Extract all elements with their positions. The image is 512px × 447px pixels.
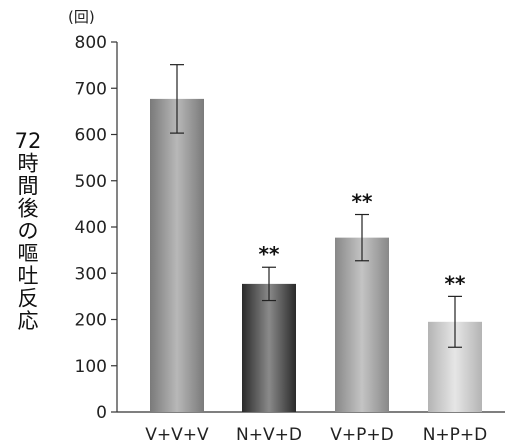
y-tick-label: 200 — [75, 311, 107, 331]
y-unit-label: (回) — [68, 8, 95, 26]
bar — [335, 237, 389, 412]
y-axis-label-char: 間 — [18, 174, 39, 198]
y-axis: 0 100 200 300 400 500 600 700 800 — [75, 33, 505, 423]
y-axis-label-char: の — [18, 219, 39, 243]
y-axis-label-char: 72 — [15, 129, 42, 153]
significance-marker: ** — [259, 242, 280, 266]
y-axis-label-char: 時 — [18, 152, 39, 176]
y-tick-label: 800 — [75, 33, 107, 53]
x-category-label: N+P+D — [423, 425, 488, 445]
x-category-label: V+P+D — [330, 425, 393, 445]
significance-marker: ** — [445, 271, 466, 295]
y-axis-label-char: 嘔 — [18, 242, 39, 266]
x-category-label: V+V+V — [145, 425, 209, 445]
y-tick-label: 0 — [96, 403, 107, 423]
bars: ** ** ** — [150, 64, 482, 412]
y-tick-label: 700 — [75, 79, 107, 99]
y-tick-label: 400 — [75, 218, 107, 238]
y-axis-label-char: 応 — [18, 309, 39, 333]
bar — [150, 98, 204, 412]
x-category-label: N+V+D — [236, 425, 302, 445]
significance-marker: ** — [352, 190, 373, 214]
y-axis-label-char: 反 — [18, 287, 39, 311]
y-tick-label: 100 — [75, 357, 107, 377]
x-axis-labels: V+V+V N+V+D V+P+D N+P+D — [145, 425, 487, 445]
y-axis-label-char: 後 — [18, 197, 39, 221]
y-tick-label: 500 — [75, 172, 107, 192]
y-tick-label: 600 — [75, 126, 107, 146]
y-axis-label-char: 吐 — [18, 264, 39, 288]
y-tick-label: 300 — [75, 264, 107, 284]
bar — [242, 283, 296, 412]
